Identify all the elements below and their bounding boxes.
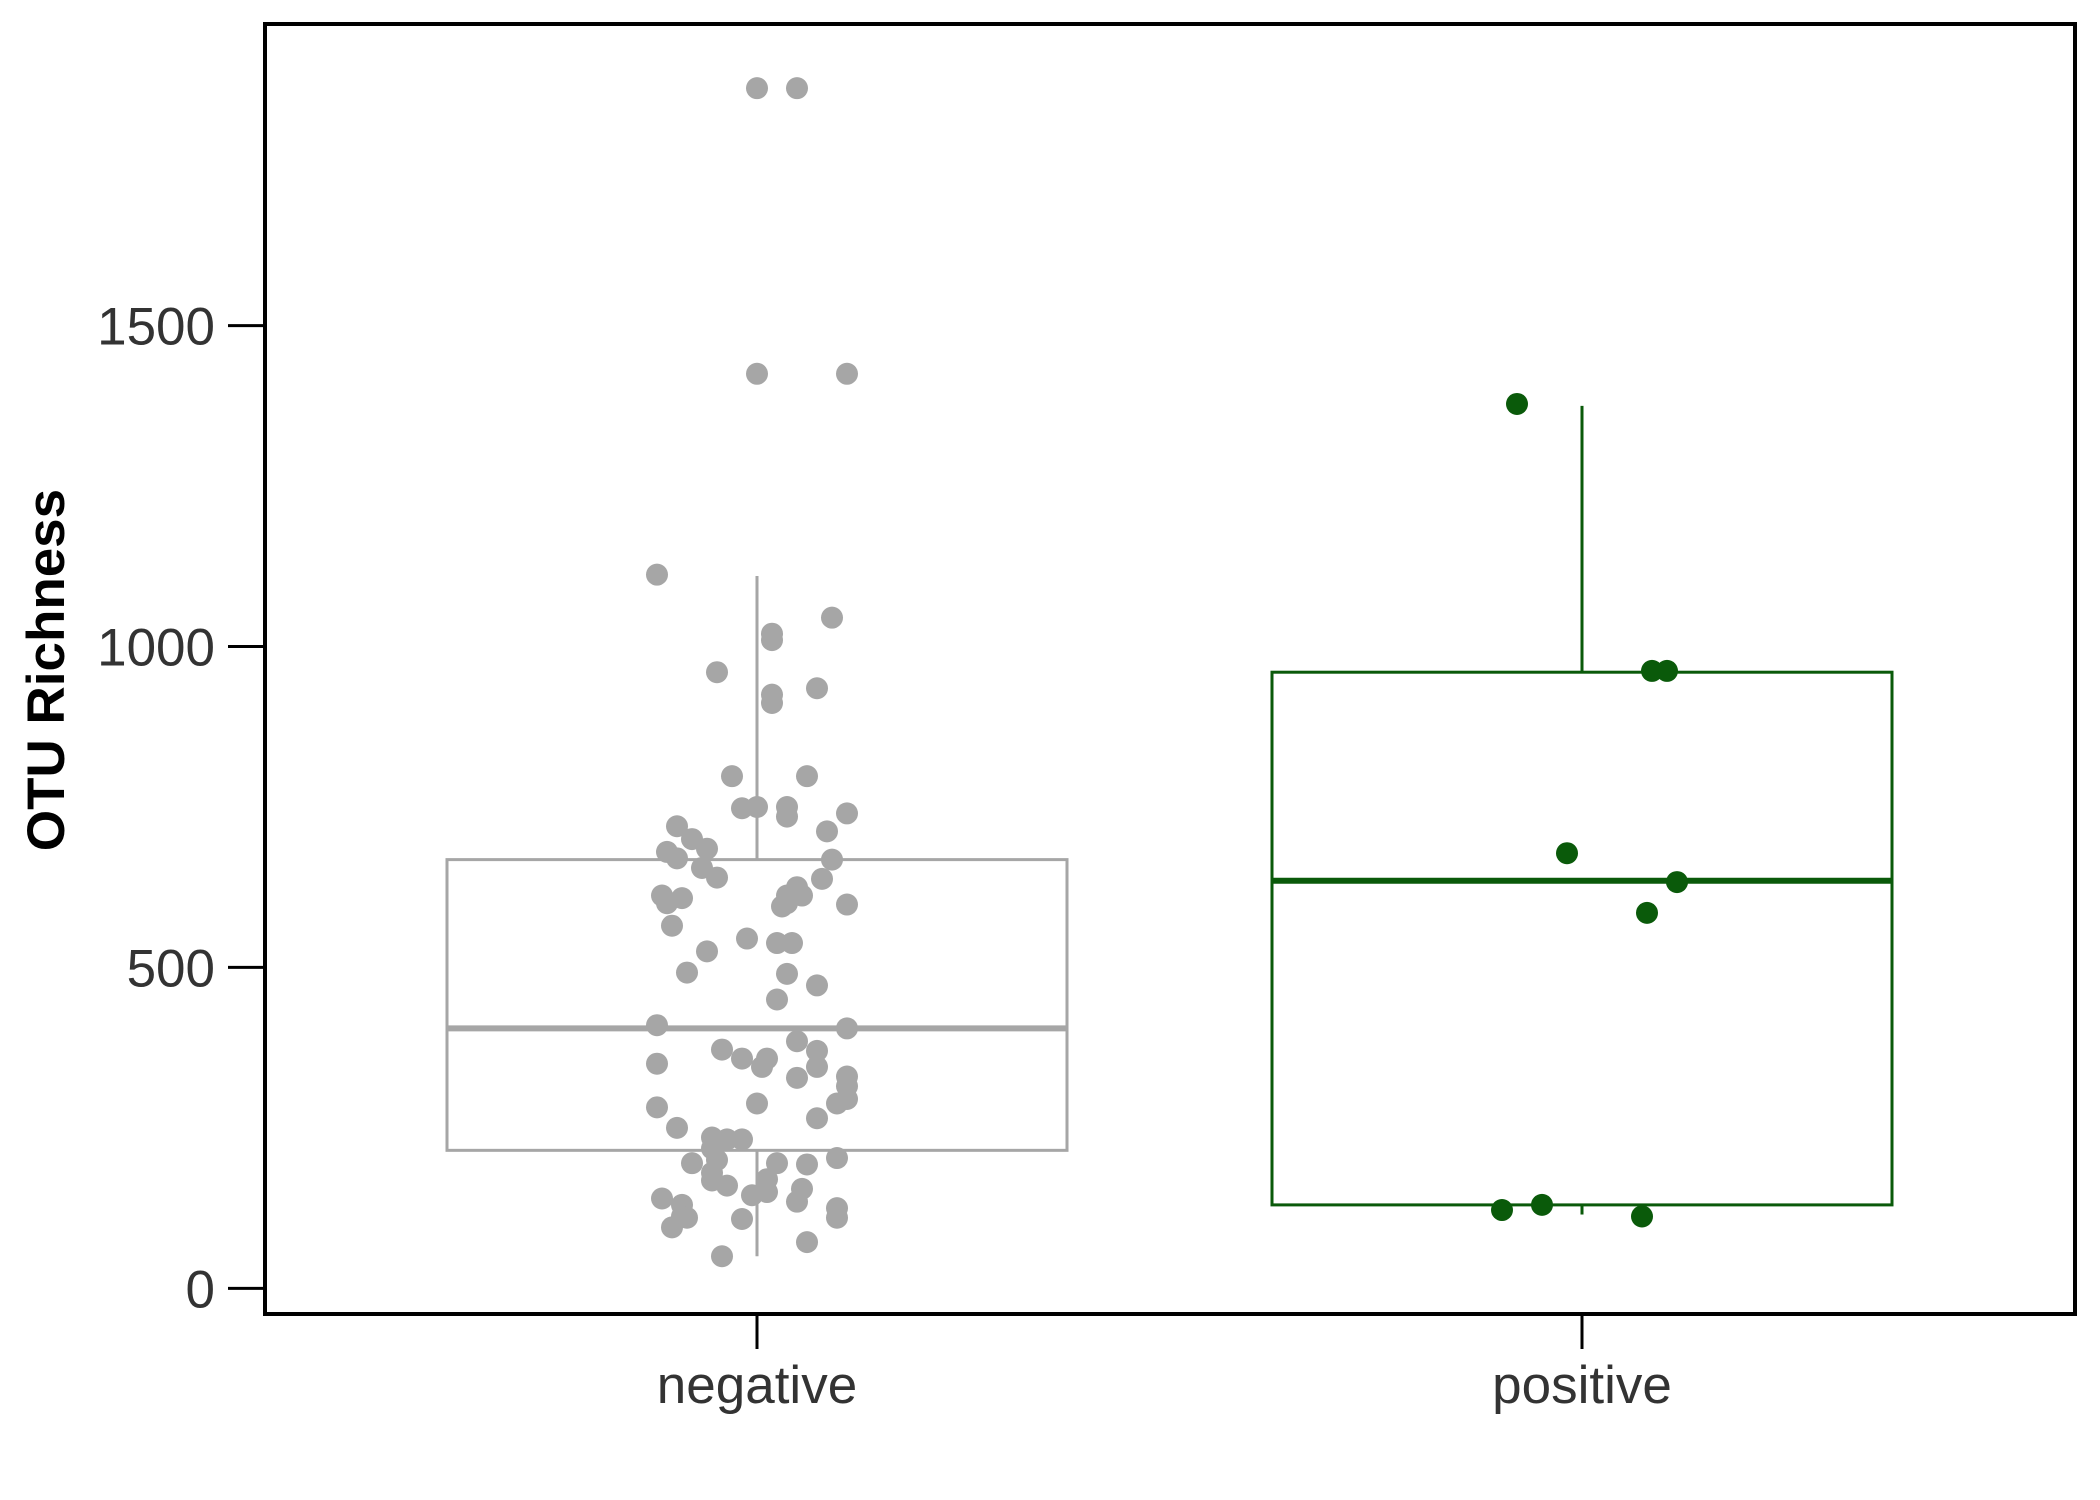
data-point-positive <box>1636 901 1658 924</box>
data-point-negative <box>776 805 798 828</box>
data-point-positive <box>1556 842 1578 865</box>
box-negative <box>445 575 1069 1257</box>
plot-frame <box>263 22 2077 1316</box>
y-axis-title: OTU Richness <box>17 489 76 851</box>
data-point-negative <box>646 563 668 586</box>
y-tick-label: 0 <box>186 1260 215 1319</box>
data-point-negative <box>696 837 718 860</box>
data-point-negative <box>796 1153 818 1176</box>
y-tick-label: 500 <box>127 939 215 998</box>
data-point-negative <box>806 1039 828 1062</box>
data-point-negative <box>746 795 768 818</box>
data-point-negative <box>786 1066 808 1089</box>
data-point-negative <box>731 1047 753 1070</box>
data-point-negative <box>646 1052 668 1075</box>
points-layer <box>646 77 1688 1268</box>
data-point-negative <box>746 77 768 100</box>
box-iqr <box>1270 670 1894 1207</box>
data-point-negative <box>731 1128 753 1151</box>
data-point-negative <box>796 765 818 788</box>
data-point-negative <box>736 927 758 950</box>
data-point-positive <box>1666 871 1688 894</box>
data-point-negative <box>646 1096 668 1119</box>
data-point-negative <box>806 974 828 997</box>
data-point-negative <box>806 1055 828 1078</box>
data-point-negative <box>836 802 858 825</box>
data-point-negative <box>716 1174 738 1197</box>
data-point-positive <box>1656 659 1678 682</box>
data-point-positive <box>1491 1199 1513 1222</box>
data-point-negative <box>706 866 728 889</box>
x-tick-label-positive: positive <box>1492 1356 1672 1415</box>
data-point-negative <box>836 362 858 385</box>
data-point-positive <box>1506 392 1528 415</box>
data-point-negative <box>656 892 678 915</box>
data-point-negative <box>676 961 698 984</box>
data-point-negative <box>811 867 833 890</box>
x-axis: negative positive <box>657 1314 1672 1415</box>
data-point-negative <box>711 1038 733 1061</box>
y-tick-label: 1000 <box>97 619 215 678</box>
data-point-negative <box>761 692 783 715</box>
box-positive <box>1270 405 1894 1215</box>
data-point-negative <box>776 962 798 985</box>
data-point-positive <box>1631 1205 1653 1228</box>
data-point-negative <box>721 765 743 788</box>
x-tick-label-negative: negative <box>657 1356 857 1415</box>
data-point-negative <box>766 988 788 1011</box>
data-point-negative <box>761 622 783 645</box>
data-point-negative <box>836 893 858 916</box>
data-point-negative <box>746 1092 768 1115</box>
data-point-positive <box>1531 1193 1553 1216</box>
data-point-negative <box>731 1208 753 1231</box>
data-point-negative <box>781 932 803 955</box>
data-point-negative <box>741 1184 763 1207</box>
data-point-negative <box>666 1116 688 1139</box>
data-point-negative <box>821 606 843 629</box>
data-point-negative <box>836 1017 858 1040</box>
data-point-negative <box>826 1092 848 1115</box>
data-point-negative <box>786 77 808 100</box>
data-point-negative <box>806 677 828 700</box>
data-point-negative <box>696 940 718 963</box>
data-point-negative <box>796 1231 818 1254</box>
data-point-negative <box>821 848 843 871</box>
data-point-negative <box>661 1216 683 1239</box>
data-point-negative <box>646 1014 668 1037</box>
y-tick-label: 1500 <box>97 298 215 357</box>
data-point-negative <box>661 914 683 937</box>
data-point-negative <box>651 1187 673 1210</box>
data-point-negative <box>681 1152 703 1175</box>
box-layer <box>445 405 1894 1257</box>
data-point-negative <box>826 1147 848 1170</box>
data-point-negative <box>826 1206 848 1229</box>
data-point-negative <box>786 1190 808 1213</box>
data-point-negative <box>666 847 688 870</box>
data-point-negative <box>816 820 838 843</box>
data-point-negative <box>751 1055 773 1078</box>
data-point-negative <box>711 1245 733 1268</box>
data-point-negative <box>666 815 688 838</box>
data-point-negative <box>766 1152 788 1175</box>
y-axis: 0 500 1000 1500 <box>97 298 265 1319</box>
data-point-negative <box>771 895 793 918</box>
data-point-negative <box>806 1107 828 1130</box>
data-point-negative <box>746 362 768 385</box>
data-point-negative <box>706 661 728 684</box>
data-point-negative <box>786 1030 808 1053</box>
